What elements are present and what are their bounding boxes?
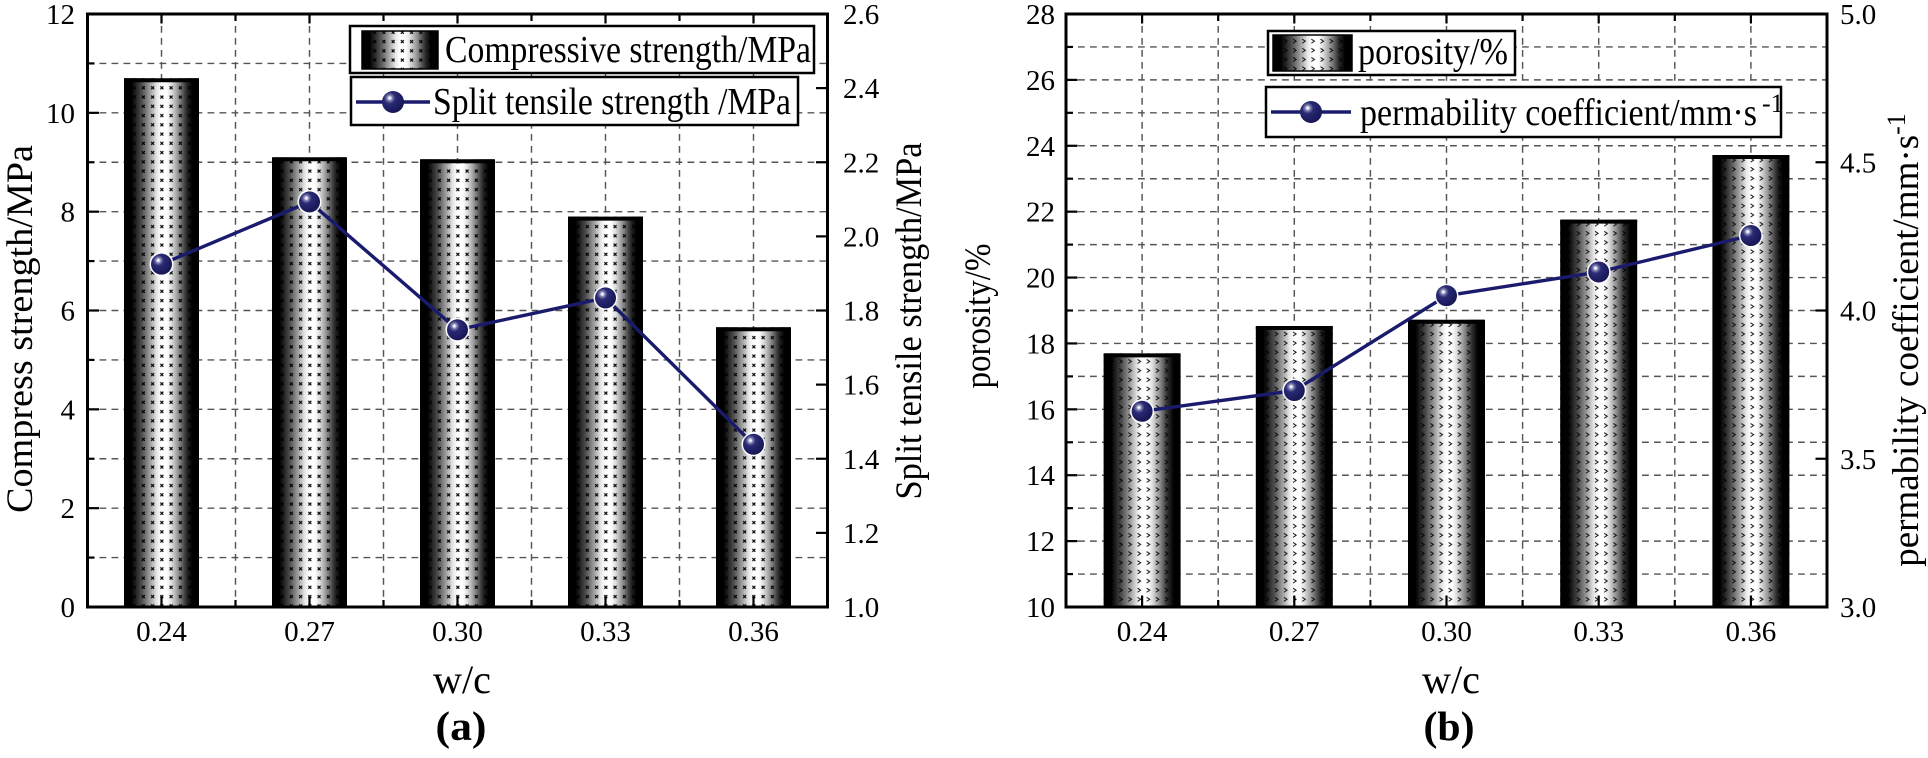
svg-text:2.2: 2.2 xyxy=(843,147,879,179)
svg-text:Compressive strength/MPa: Compressive strength/MPa xyxy=(445,29,811,71)
svg-text:18: 18 xyxy=(1026,328,1055,360)
svg-text:22: 22 xyxy=(1026,197,1055,229)
svg-text:28: 28 xyxy=(1026,0,1055,31)
svg-text:(a): (a) xyxy=(436,703,487,749)
svg-text:6: 6 xyxy=(61,296,76,328)
svg-text:Compress strength/MPa: Compress strength/MPa xyxy=(0,145,41,513)
svg-text:Split tensile strength/MPa: Split tensile strength/MPa xyxy=(889,143,930,500)
svg-text:26: 26 xyxy=(1026,65,1055,97)
svg-text:4: 4 xyxy=(61,394,76,426)
svg-text:3.0: 3.0 xyxy=(1840,592,1876,624)
svg-text:16: 16 xyxy=(1026,394,1055,426)
svg-text:10: 10 xyxy=(46,98,75,130)
svg-text:Split tensile strength /MPa: Split tensile strength /MPa xyxy=(433,81,791,123)
svg-text:0.36: 0.36 xyxy=(728,616,779,648)
svg-text:0.27: 0.27 xyxy=(284,616,335,648)
svg-text:2.4: 2.4 xyxy=(843,73,880,105)
svg-text:permability coefficient/mm·s-1: permability coefficient/mm·s-1 xyxy=(1360,89,1784,134)
svg-text:3.5: 3.5 xyxy=(1840,444,1876,476)
svg-text:1.6: 1.6 xyxy=(843,370,879,402)
svg-text:(b): (b) xyxy=(1424,703,1475,749)
svg-text:12: 12 xyxy=(1026,526,1055,558)
svg-text:4.5: 4.5 xyxy=(1840,147,1876,179)
svg-text:1.2: 1.2 xyxy=(843,518,879,550)
svg-text:2.0: 2.0 xyxy=(843,221,879,253)
svg-text:0.33: 0.33 xyxy=(580,616,631,648)
svg-text:10: 10 xyxy=(1026,592,1055,624)
svg-text:0: 0 xyxy=(61,592,76,624)
svg-text:0.36: 0.36 xyxy=(1726,616,1777,648)
svg-text:2: 2 xyxy=(61,493,76,525)
svg-text:20: 20 xyxy=(1026,263,1055,295)
svg-text:1.8: 1.8 xyxy=(843,296,879,328)
svg-text:0.33: 0.33 xyxy=(1573,616,1624,648)
svg-text:0.27: 0.27 xyxy=(1269,616,1320,648)
svg-text:1.0: 1.0 xyxy=(843,592,879,624)
svg-text:0.30: 0.30 xyxy=(432,616,483,648)
svg-text:0.24: 0.24 xyxy=(136,616,187,648)
svg-text:8: 8 xyxy=(61,197,76,229)
svg-text:0.30: 0.30 xyxy=(1421,616,1472,648)
svg-text:w/c: w/c xyxy=(433,657,491,702)
svg-text:1.4: 1.4 xyxy=(843,444,880,476)
svg-text:5.0: 5.0 xyxy=(1840,0,1876,31)
svg-text:permability coefficient/mm·s-1: permability coefficient/mm·s-1 xyxy=(1882,113,1927,567)
svg-text:12: 12 xyxy=(46,0,75,31)
svg-text:porosity/%: porosity/% xyxy=(1358,31,1508,73)
svg-text:2.6: 2.6 xyxy=(843,0,879,31)
svg-text:w/c: w/c xyxy=(1422,657,1480,702)
svg-text:0.24: 0.24 xyxy=(1117,616,1168,648)
svg-text:4.0: 4.0 xyxy=(1840,296,1876,328)
svg-text:14: 14 xyxy=(1026,460,1056,492)
svg-text:24: 24 xyxy=(1026,131,1056,163)
svg-text:porosity/%: porosity/% xyxy=(958,244,999,389)
